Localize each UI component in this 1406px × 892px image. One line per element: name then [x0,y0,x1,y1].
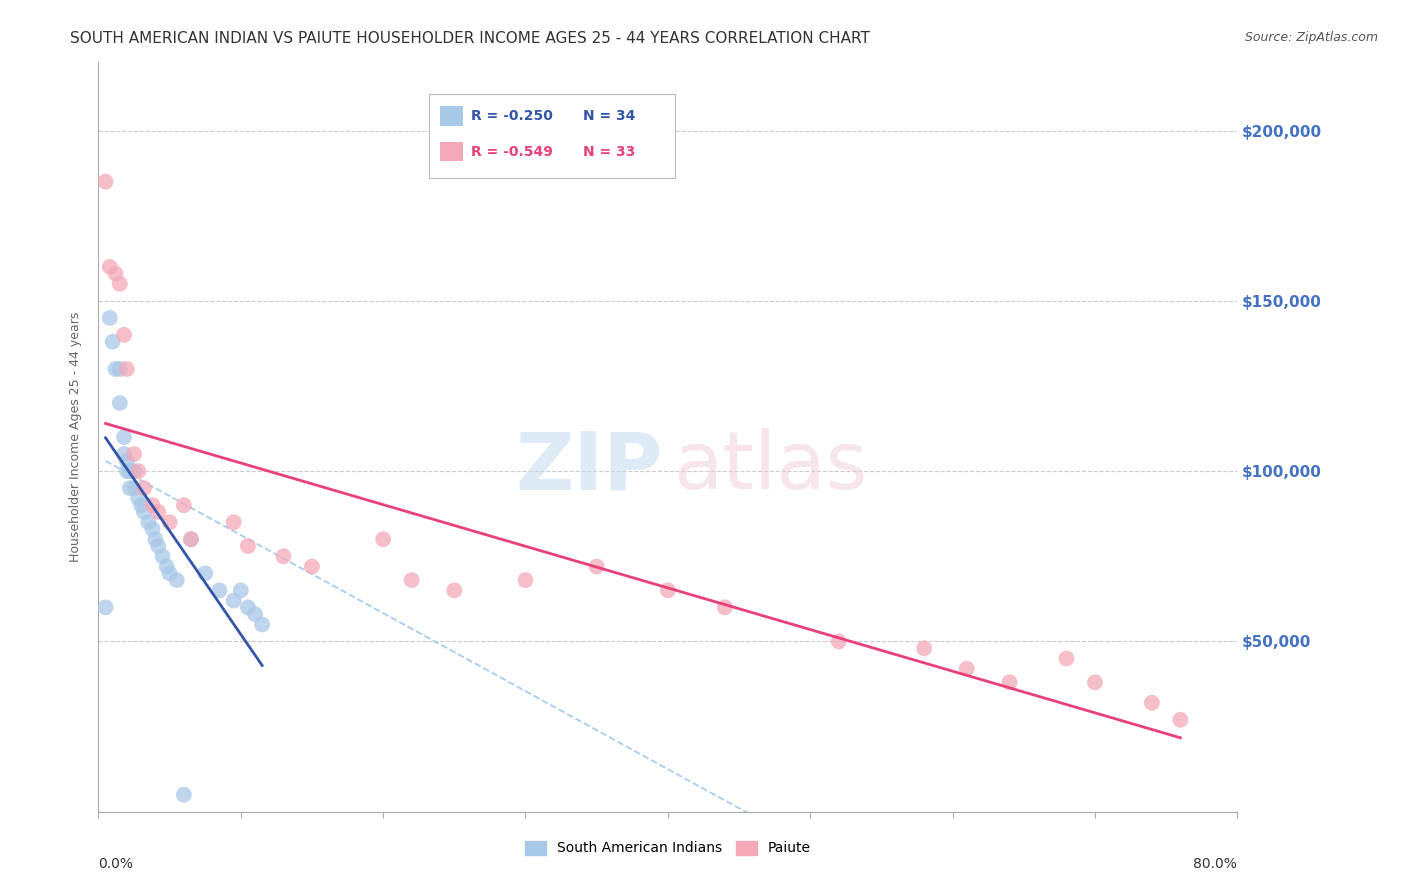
Point [222,593,245,607]
Point [104,267,127,281]
Legend: South American Indians, Paiute: South American Indians, Paiute [519,835,817,861]
Point [112,327,135,342]
Point [122,464,145,478]
Text: 80.0%: 80.0% [1194,856,1237,871]
Point [173,788,195,802]
Point [94,175,117,189]
Text: 0.0%: 0.0% [98,856,134,871]
Point [236,600,259,615]
Point [118,481,141,495]
Text: R = -0.549: R = -0.549 [471,145,553,159]
Point [129,498,152,512]
Point [515,573,537,587]
Point [657,583,679,598]
Point [98,260,121,274]
Point [166,573,188,587]
Point [159,566,181,581]
Point [118,464,141,478]
Point [141,522,163,536]
Text: N = 34: N = 34 [583,109,636,123]
Point [132,505,155,519]
Point [122,481,145,495]
Point [115,362,138,376]
Point [585,559,607,574]
Point [101,334,124,349]
Point [208,583,231,598]
Point [222,515,245,529]
Point [250,617,273,632]
Point [443,583,465,598]
Point [401,573,423,587]
Text: R = -0.250: R = -0.250 [471,109,553,123]
Point [112,447,135,461]
Point [127,491,149,506]
Point [998,675,1021,690]
Point [1056,651,1078,665]
Point [912,641,935,656]
Point [159,515,181,529]
Point [956,662,979,676]
Point [148,539,170,553]
Point [94,600,117,615]
Point [127,464,149,478]
Point [1084,675,1107,690]
Point [828,634,851,648]
Text: ZIP: ZIP [515,428,662,506]
Point [136,515,159,529]
Point [229,583,252,598]
Point [156,559,179,574]
Point [180,533,202,547]
Point [108,362,131,376]
Point [108,396,131,410]
Point [1170,713,1192,727]
Point [236,539,259,553]
Point [273,549,295,564]
Point [148,505,170,519]
Point [180,533,202,547]
Point [173,498,195,512]
Text: Source: ZipAtlas.com: Source: ZipAtlas.com [1244,31,1378,45]
Point [714,600,737,615]
Y-axis label: Householder Income Ages 25 - 44 years: Householder Income Ages 25 - 44 years [69,312,83,562]
Point [141,498,163,512]
Point [122,447,145,461]
Point [301,559,323,574]
Point [145,533,167,547]
Point [112,430,135,444]
Point [104,362,127,376]
Point [132,481,155,495]
Point [115,464,138,478]
Text: atlas: atlas [673,428,868,506]
Point [115,454,138,468]
Point [108,277,131,291]
Point [98,310,121,325]
Point [373,533,395,547]
Point [152,549,174,564]
Point [194,566,217,581]
Point [1140,696,1163,710]
Text: N = 33: N = 33 [583,145,636,159]
Point [243,607,266,622]
Text: SOUTH AMERICAN INDIAN VS PAIUTE HOUSEHOLDER INCOME AGES 25 - 44 YEARS CORRELATIO: SOUTH AMERICAN INDIAN VS PAIUTE HOUSEHOL… [70,31,870,46]
